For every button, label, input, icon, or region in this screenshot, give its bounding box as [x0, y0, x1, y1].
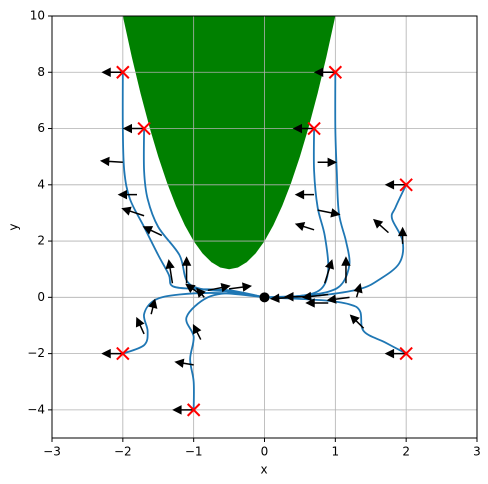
- y-tick-label: 0: [37, 290, 45, 304]
- arrow: [99, 156, 123, 167]
- arrow: [397, 226, 408, 244]
- trajectory: [122, 292, 265, 355]
- trajectory: [142, 128, 265, 299]
- trajectory: [264, 72, 351, 299]
- y-tick-label: 4: [37, 177, 45, 191]
- x-tick-label: 2: [402, 445, 410, 459]
- trajectory: [264, 296, 407, 355]
- start-marker: [399, 178, 413, 192]
- start-marker: [399, 346, 413, 361]
- goal: [259, 292, 270, 303]
- arrow: [135, 316, 145, 335]
- plot-frame: [51, 15, 478, 439]
- arrow: [294, 189, 315, 200]
- arrow: [349, 314, 365, 329]
- y-tick-label: 10: [30, 9, 45, 23]
- arrow: [174, 358, 194, 368]
- start-marker: [186, 403, 201, 417]
- x-tick-label: −3: [43, 445, 61, 459]
- arrow: [313, 67, 336, 77]
- obstacle: [122, 16, 336, 270]
- y-tick-label: 8: [37, 65, 45, 79]
- x-axis-label: x: [260, 463, 267, 477]
- arrow: [317, 208, 341, 218]
- arrow: [192, 323, 202, 340]
- trajectory: [264, 128, 330, 299]
- start-marker: [116, 346, 130, 361]
- y-tick-label: 2: [37, 234, 45, 248]
- arrow: [317, 157, 338, 168]
- arrow: [301, 291, 329, 302]
- start-marker: [137, 121, 151, 136]
- y-tick-label: 6: [37, 121, 45, 135]
- start-marker: [307, 121, 321, 136]
- y-tick-label: −4: [27, 402, 45, 416]
- arrow: [165, 259, 175, 284]
- start-marker: [328, 65, 343, 79]
- arrow: [323, 259, 334, 284]
- arrow: [122, 123, 145, 134]
- arrow: [142, 226, 163, 237]
- x-tick-label: −1: [185, 445, 203, 459]
- x-tick-label: 3: [473, 445, 481, 459]
- arrow: [373, 218, 389, 234]
- start-marker: [116, 65, 130, 79]
- arrow: [148, 298, 158, 315]
- x-tick-label: −2: [114, 445, 132, 459]
- arrow: [181, 256, 192, 284]
- arrow: [101, 348, 123, 359]
- arrow: [384, 348, 407, 359]
- arrow: [305, 298, 329, 308]
- arrow: [353, 283, 363, 298]
- arrow: [121, 206, 145, 217]
- y-axis-label: y: [7, 223, 21, 230]
- arrow: [172, 405, 194, 415]
- arrow: [207, 282, 231, 293]
- trajectory: [185, 292, 265, 410]
- arrow: [228, 282, 252, 292]
- x-tick-label: 0: [261, 445, 269, 459]
- arrow: [294, 222, 315, 232]
- arrow: [117, 189, 137, 200]
- arrow: [196, 287, 206, 298]
- arrow: [341, 256, 351, 284]
- arrow: [101, 67, 123, 77]
- arrow: [384, 180, 407, 190]
- arrow: [292, 123, 315, 134]
- arrow: [326, 294, 350, 304]
- y-tick-label: −2: [27, 346, 45, 360]
- x-tick-label: 1: [332, 445, 340, 459]
- arrow: [269, 293, 293, 303]
